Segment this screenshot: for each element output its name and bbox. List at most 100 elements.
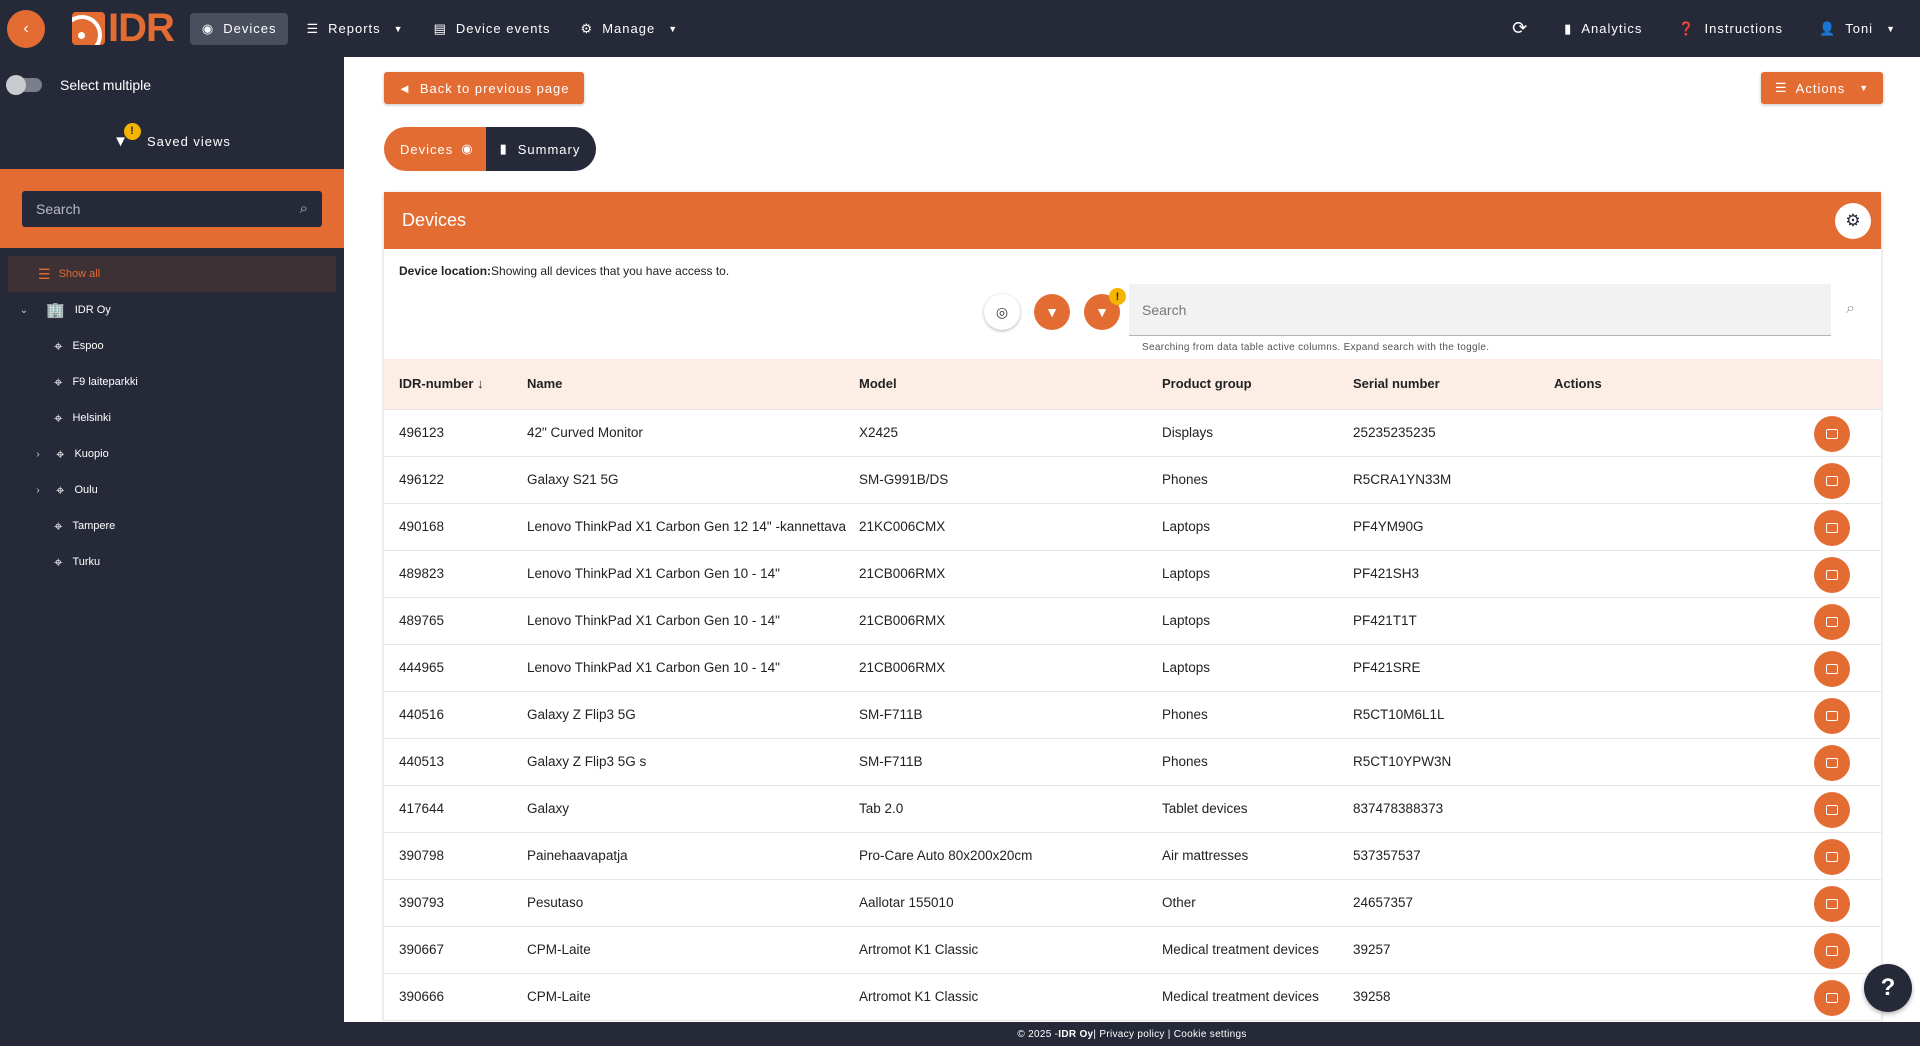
expand-search-toggle[interactable]: ◎: [984, 294, 1020, 330]
table-row[interactable]: 390666 CPM-Laite Artromot K1 Classic Med…: [384, 974, 1881, 1021]
tree-item-helsinki[interactable]: ⌖ Helsinki: [0, 400, 344, 436]
view-switcher: Devices ◉ ▮ Summary: [384, 127, 597, 171]
cell-name: CPM-Laite: [527, 989, 591, 1004]
col-idr-number[interactable]: IDR-number ↓: [399, 376, 484, 391]
select-multiple-toggle[interactable]: [6, 75, 42, 95]
logo[interactable]: IDR: [72, 6, 175, 50]
tree-item-f9-laiteparkki[interactable]: ⌖ F9 laiteparkki: [0, 364, 344, 400]
select-multiple-row: Select multiple: [0, 57, 344, 113]
chevron-right-icon[interactable]: ›: [36, 448, 40, 460]
table-row[interactable]: 496123 42" Curved Monitor X2425 Displays…: [384, 410, 1881, 457]
table-row[interactable]: 444965 Lenovo ThinkPad X1 Carbon Gen 10 …: [384, 645, 1881, 692]
tree-item-label: Espoo: [72, 340, 104, 352]
footer-links[interactable]: | Privacy policy | Cookie settings: [1093, 1028, 1247, 1040]
row-action-button[interactable]: [1814, 933, 1850, 969]
show-all-label: Show all: [58, 268, 101, 280]
table-header: IDR-number ↓ Name Model Product group Se…: [384, 359, 1881, 410]
tree-item-espoo[interactable]: ⌖ Espoo: [0, 328, 344, 364]
nav-instructions[interactable]: ❓ Instructions: [1666, 13, 1795, 45]
cell-idr-number: 390798: [399, 848, 445, 863]
table-row[interactable]: 417644 Galaxy Tab 2.0 Tablet devices 837…: [384, 786, 1881, 833]
chevron-down-icon[interactable]: ⌄: [19, 304, 29, 316]
help-button[interactable]: ?: [1864, 964, 1912, 1012]
col-serial-number[interactable]: Serial number: [1353, 376, 1440, 391]
nav-analytics-label: Analytics: [1581, 21, 1643, 36]
tree-item-tampere[interactable]: ⌖ Tampere: [0, 508, 344, 544]
cell-model: 21CB006RMX: [859, 660, 946, 675]
col-model[interactable]: Model: [859, 376, 897, 391]
chevron-right-icon[interactable]: ›: [36, 484, 40, 496]
table-search-input[interactable]: Search: [1129, 284, 1831, 336]
cell-product-group: Phones: [1162, 707, 1208, 722]
sidebar: Select multiple ▼ ! Saved views Search ⌕…: [0, 57, 344, 1046]
nav-analytics[interactable]: ▮ Analytics: [1552, 13, 1654, 45]
saved-filter-button[interactable]: ▼ !: [1084, 288, 1126, 330]
actions-button[interactable]: ☰ Actions ▼: [1761, 72, 1884, 104]
location-tree: ☰ Show all ⌄ 🏢 IDR Oy ⌖ Espoo ⌖ F9 laite…: [0, 248, 344, 580]
cell-idr-number: 489765: [399, 613, 445, 628]
tree-item-kuopio[interactable]: › ⌖ Kuopio: [0, 436, 344, 472]
segment-summary-label: Summary: [517, 141, 581, 157]
table-row[interactable]: 489765 Lenovo ThinkPad X1 Carbon Gen 10 …: [384, 598, 1881, 645]
user-menu[interactable]: 👤 Toni ▼: [1807, 13, 1908, 45]
table-row[interactable]: 440516 Galaxy Z Flip3 5G SM-F711B Phones…: [384, 692, 1881, 739]
gear-icon: ⚙: [1845, 210, 1861, 230]
bar-chart-icon: ▮: [499, 141, 508, 156]
photo-icon: [1826, 711, 1838, 721]
nav-devices[interactable]: ◉ Devices: [189, 12, 289, 45]
cell-product-group: Laptops: [1162, 519, 1211, 534]
table-row[interactable]: 496122 Galaxy S21 5G SM-G991B/DS Phones …: [384, 457, 1881, 504]
row-action-button[interactable]: [1814, 416, 1850, 452]
col-actions: Actions: [1554, 376, 1602, 391]
table-row[interactable]: 390793 Pesutaso Aallotar 155010 Other 24…: [384, 880, 1881, 927]
cell-serial-number: PF421SRE: [1353, 660, 1421, 675]
filter-button[interactable]: ▼: [1034, 294, 1070, 330]
nav-reports[interactable]: ☰ Reports ▼: [294, 13, 415, 45]
row-action-button[interactable]: [1814, 557, 1850, 593]
row-action-button[interactable]: [1814, 886, 1850, 922]
row-action-button[interactable]: [1814, 980, 1850, 1016]
row-action-button[interactable]: [1814, 604, 1850, 640]
table-row[interactable]: 489823 Lenovo ThinkPad X1 Carbon Gen 10 …: [384, 551, 1881, 598]
row-action-button[interactable]: [1814, 792, 1850, 828]
segment-summary[interactable]: ▮ Summary: [485, 127, 597, 171]
back-to-previous-page-button[interactable]: ◄ Back to previous page: [384, 72, 584, 104]
footer: © 2025 - IDR Oy | Privacy policy | Cooki…: [344, 1022, 1920, 1046]
table-icon: ▤: [433, 20, 447, 36]
col-name[interactable]: Name: [527, 376, 563, 391]
back-circle-button[interactable]: ‹: [7, 9, 45, 48]
cell-name: Lenovo ThinkPad X1 Carbon Gen 12 14" -ka…: [527, 519, 847, 534]
tree-item-turku[interactable]: ⌖ Turku: [0, 544, 344, 580]
row-action-button[interactable]: [1814, 698, 1850, 734]
table-row[interactable]: 390667 CPM-Laite Artromot K1 Classic Med…: [384, 927, 1881, 974]
segment-devices[interactable]: Devices ◉: [384, 127, 486, 171]
location-pin-icon: ⌖: [54, 409, 63, 427]
nav-manage[interactable]: ⚙ Manage ▼: [569, 13, 691, 45]
row-action-button[interactable]: [1814, 651, 1850, 687]
refresh-button[interactable]: ⟳: [1500, 13, 1540, 45]
cell-serial-number: 24657357: [1353, 895, 1414, 910]
show-all-item[interactable]: ☰ Show all: [8, 256, 336, 292]
cell-name: CPM-Laite: [527, 942, 591, 957]
col-product-group[interactable]: Product group: [1162, 376, 1252, 391]
table-row[interactable]: 440513 Galaxy Z Flip3 5G s SM-F711B Phon…: [384, 739, 1881, 786]
tree-item-label: Turku: [72, 556, 101, 568]
row-action-button[interactable]: [1814, 839, 1850, 875]
table-row[interactable]: 390798 Painehaavapatja Pro-Care Auto 80x…: [384, 833, 1881, 880]
saved-views-button[interactable]: ▼ ! Saved views: [0, 113, 344, 169]
user-icon: 👤: [1819, 20, 1837, 36]
row-action-button[interactable]: [1814, 463, 1850, 499]
tree-root-idr-oy[interactable]: ⌄ 🏢 IDR Oy: [0, 292, 344, 328]
table-row[interactable]: 490168 Lenovo ThinkPad X1 Carbon Gen 12 …: [384, 504, 1881, 551]
tree-item-oulu[interactable]: › ⌖ Oulu: [0, 472, 344, 508]
table-settings-button[interactable]: ⚙: [1835, 202, 1871, 239]
actions-button-label: Actions: [1795, 80, 1846, 96]
cell-product-group: Displays: [1162, 425, 1214, 440]
search-settings-icon[interactable]: ⌕: [1846, 300, 1855, 317]
sidebar-search-input[interactable]: Search ⌕: [22, 190, 322, 227]
row-action-button[interactable]: [1814, 745, 1850, 781]
nav-device-events[interactable]: ▤ Device events: [422, 13, 563, 45]
saved-views-label: Saved views: [146, 133, 231, 149]
row-action-button[interactable]: [1814, 510, 1850, 546]
sidebar-search-band: Search ⌕: [0, 169, 344, 248]
